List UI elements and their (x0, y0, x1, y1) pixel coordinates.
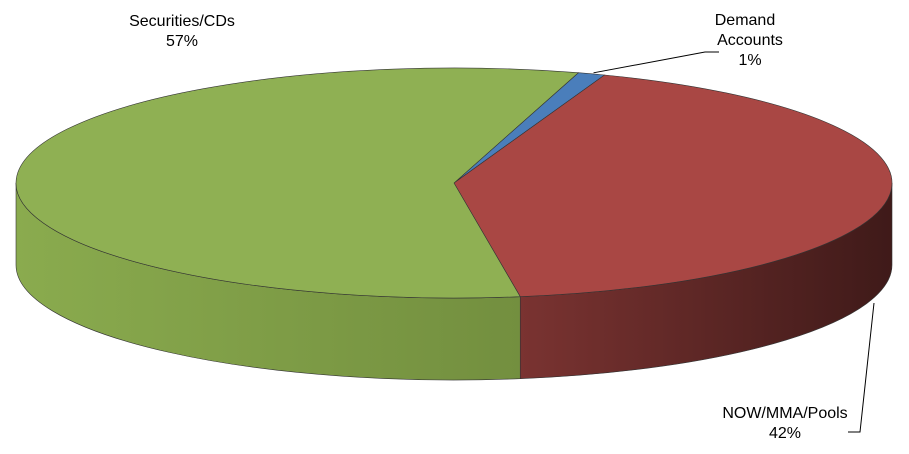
slice-label-now: NOW/MMA/Pools 42% (690, 404, 880, 444)
slice-name-securities: Securities/CDs (129, 13, 235, 30)
slice-pct-securities: 57% (165, 33, 199, 50)
slice-name-now: NOW/MMA/Pools (722, 405, 848, 422)
slice-label-securities: Securities/CDs 57% (92, 12, 272, 52)
slice-label-demand: Demand (690, 11, 800, 31)
slice-pct-now: 42% (768, 425, 802, 442)
leader-line-demand (593, 51, 719, 74)
slice-name-demand-2: Accounts (717, 32, 783, 49)
slice-securities (15, 67, 580, 299)
leader-line-now (848, 302, 875, 433)
slice-now (453, 74, 893, 297)
slice-label-demand-2: Accounts 1% (690, 31, 810, 71)
slice-pct-demand: 1% (738, 52, 762, 69)
slice-name-demand: Demand (714, 12, 776, 29)
